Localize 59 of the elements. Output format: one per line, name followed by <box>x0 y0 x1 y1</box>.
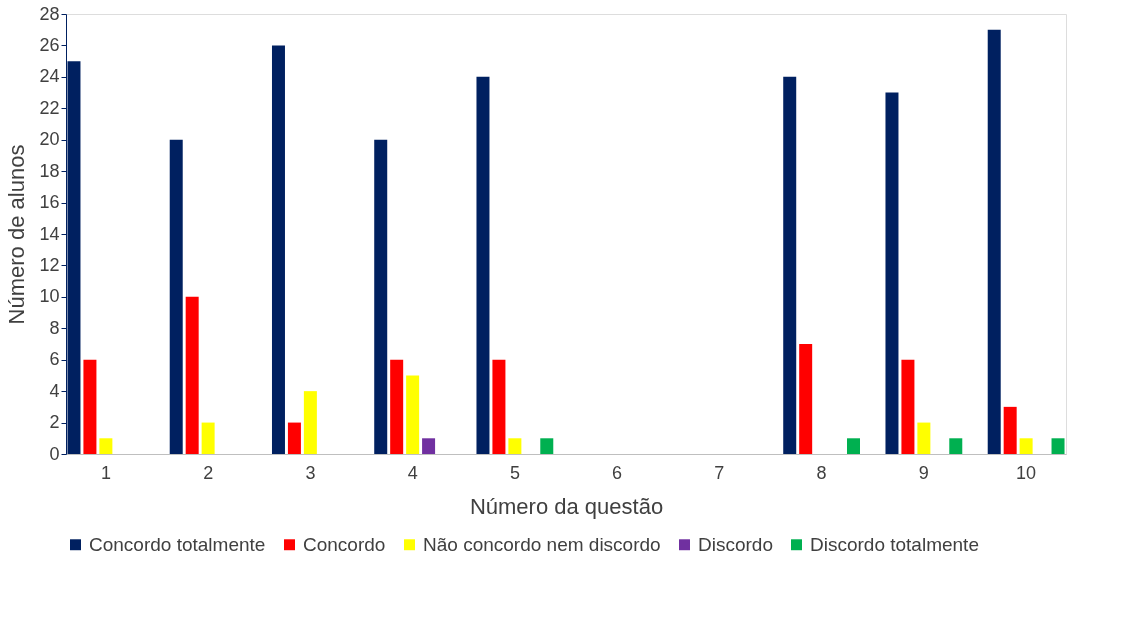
legend-label: Discordo totalmente <box>810 533 979 555</box>
bar <box>476 76 490 454</box>
bar <box>390 359 404 454</box>
bar <box>169 139 183 454</box>
y-tick-label: 2 <box>49 412 60 433</box>
bar <box>303 391 317 454</box>
bar <box>799 344 813 454</box>
bar <box>185 296 199 454</box>
legend-label: Não concordo nem discordo <box>423 533 661 555</box>
y-axis-title: Número de alunos <box>4 144 30 325</box>
y-tick-label: 16 <box>39 192 60 213</box>
bar <box>508 438 522 454</box>
bar <box>406 375 420 454</box>
bar <box>901 359 915 454</box>
y-tick-label: 12 <box>39 254 60 275</box>
y-tick-label: 24 <box>39 66 60 87</box>
bar <box>374 139 388 454</box>
x-tick-label: 4 <box>407 462 418 483</box>
bar <box>540 438 554 454</box>
bar <box>201 422 215 454</box>
bar <box>1003 406 1017 454</box>
bar <box>1051 438 1065 454</box>
x-tick-label: 9 <box>918 462 929 483</box>
x-tick-label: 1 <box>100 462 111 483</box>
x-tick-label: 10 <box>1016 462 1037 483</box>
x-tick-label: 7 <box>714 462 725 483</box>
y-tick-label: 10 <box>39 286 60 307</box>
x-tick-label: 6 <box>612 462 623 483</box>
x-tick-label: 8 <box>816 462 827 483</box>
bar <box>83 359 97 454</box>
y-tick-label: 28 <box>39 3 60 24</box>
y-tick-label: 22 <box>39 97 60 118</box>
y-tick-label: 0 <box>49 443 60 464</box>
bar <box>287 422 301 454</box>
x-tick-label: 2 <box>203 462 214 483</box>
bar <box>99 438 113 454</box>
bar <box>847 438 861 454</box>
y-tick-label: 8 <box>49 317 60 338</box>
y-tick-label: 6 <box>49 349 60 370</box>
bar <box>917 422 931 454</box>
y-tick-label: 26 <box>39 34 60 55</box>
bar <box>271 45 285 454</box>
bar <box>987 29 1001 454</box>
legend-label: Concordo totalmente <box>89 533 266 555</box>
bar <box>492 359 506 454</box>
x-axis-title: Número da questão <box>469 493 664 519</box>
x-tick-label: 3 <box>305 462 316 483</box>
bar <box>422 438 436 454</box>
y-tick-label: 14 <box>39 223 60 244</box>
bar <box>1019 438 1033 454</box>
y-tick-label: 20 <box>39 129 60 150</box>
x-tick-label: 5 <box>509 462 520 483</box>
y-tick-label: 18 <box>39 160 60 181</box>
bar <box>949 438 963 454</box>
legend-label: Discordo <box>698 533 773 555</box>
bar <box>783 76 797 454</box>
y-tick-label: 4 <box>49 380 60 401</box>
bar <box>885 92 899 454</box>
legend-label: Concordo <box>303 533 386 555</box>
